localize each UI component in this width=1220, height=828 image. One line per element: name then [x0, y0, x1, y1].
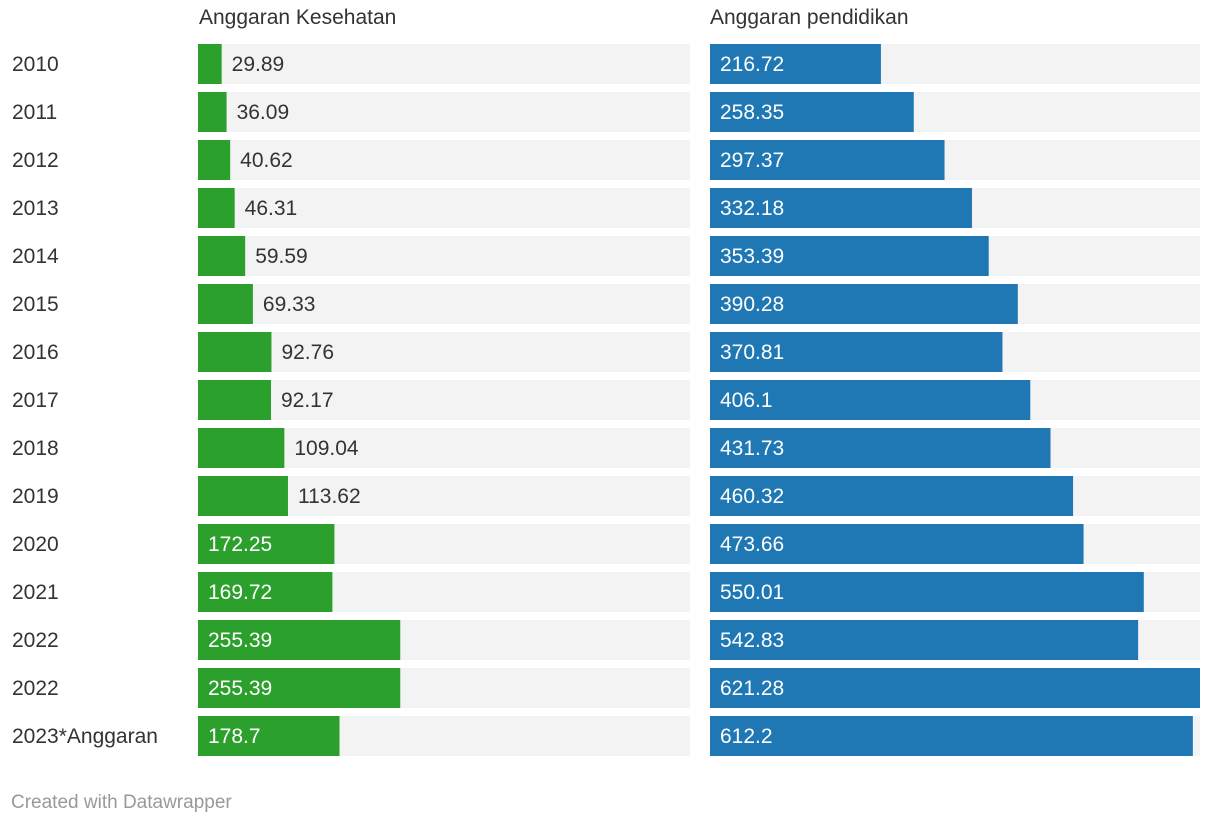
chart-plot: 2010 2011 2012 2013 2014 2015 2016 2017 2018 2019…: [12, 44, 1200, 756]
bar-education: [710, 620, 1139, 660]
bar-track: [198, 284, 690, 324]
bar-health: [198, 428, 285, 468]
bar-education: [710, 716, 1193, 756]
data-label-health: 113.62: [298, 485, 361, 508]
bar-education: [710, 428, 1051, 468]
bar-track: [198, 140, 690, 180]
category-label: 2016: [12, 341, 59, 364]
bar-health: [198, 188, 235, 228]
bar-education: [710, 332, 1003, 372]
bar-health: [198, 524, 335, 564]
category-label: 2015: [12, 293, 59, 316]
bar-health: [198, 716, 340, 756]
category-label: 2022: [12, 629, 59, 652]
data-label-health: 92.76: [281, 341, 334, 364]
column-title-education: Anggaran pendidikan: [710, 6, 909, 29]
bar-education: [710, 476, 1074, 516]
bar-track: [198, 44, 690, 84]
data-label-health: 36.09: [237, 101, 290, 124]
bar-education: [710, 140, 945, 180]
bar-education: [710, 668, 1200, 708]
category-label: 2021: [12, 581, 59, 604]
data-label-education: 431.73: [720, 437, 784, 460]
bar-health: [198, 92, 227, 132]
data-label-health: 172.25: [208, 533, 272, 556]
category-label: 2020: [12, 533, 59, 556]
data-label-education: 621.28: [720, 677, 784, 700]
data-label-education: 258.35: [720, 101, 784, 124]
data-label-education: 332.18: [720, 197, 784, 220]
data-label-health: 46.31: [245, 197, 298, 220]
bar-education: [710, 380, 1031, 420]
category-label: 2019: [12, 485, 59, 508]
category-label: 2023*Anggaran: [12, 725, 158, 748]
bar-track: [198, 188, 690, 228]
bar-health: [198, 236, 246, 276]
data-label-education: 390.28: [720, 293, 784, 316]
bar-education: [710, 92, 914, 132]
bar-health: [198, 620, 401, 660]
data-label-health: 255.39: [208, 677, 272, 700]
bar-health: [198, 140, 231, 180]
bar-track: [198, 236, 690, 276]
credit-text: Created with Datawrapper: [11, 792, 232, 813]
bar-track: [198, 332, 690, 372]
bar-health: [198, 668, 401, 708]
bar-education: [710, 524, 1084, 564]
data-label-health: 69.33: [263, 293, 316, 316]
category-label: 2017: [12, 389, 59, 412]
data-label-health: 29.89: [232, 53, 285, 76]
bar-health: [198, 284, 253, 324]
data-label-education: 542.83: [720, 629, 784, 652]
data-label-education: 370.81: [720, 341, 784, 364]
category-label: 2011: [12, 101, 57, 124]
data-label-education: 216.72: [720, 53, 784, 76]
data-label-education: 460.32: [720, 485, 784, 508]
data-label-education: 297.37: [720, 149, 784, 172]
category-label: 2018: [12, 437, 59, 460]
category-label: 2010: [12, 53, 59, 76]
category-label: 2014: [12, 245, 59, 268]
bar-education: [710, 284, 1018, 324]
data-label-education: 406.1: [720, 389, 773, 412]
category-label: 2022: [12, 677, 59, 700]
bar-education: [710, 44, 881, 84]
data-label-education: 353.39: [720, 245, 784, 268]
data-label-health: 109.04: [294, 437, 359, 460]
data-label-education: 612.2: [720, 725, 773, 748]
data-label-health: 178.7: [208, 725, 261, 748]
data-label-health: 169.72: [208, 581, 272, 604]
bar-health: [198, 476, 288, 516]
bar-track: [198, 380, 690, 420]
data-label-education: 550.01: [720, 581, 784, 604]
bar-education: [710, 572, 1144, 612]
column-title-health: Anggaran Kesehatan: [199, 6, 397, 29]
data-label-education: 473.66: [720, 533, 784, 556]
bar-education: [710, 188, 972, 228]
data-label-health: 40.62: [240, 149, 293, 172]
bar-education: [710, 236, 989, 276]
data-label-health: 59.59: [255, 245, 308, 268]
data-label-health: 255.39: [208, 629, 272, 652]
bar-track: [198, 92, 690, 132]
data-label-health: 92.17: [281, 389, 334, 412]
bar-health: [198, 332, 272, 372]
bar-health: [198, 380, 271, 420]
bar-health: [198, 572, 333, 612]
bar-health: [198, 44, 222, 84]
category-label: 2012: [12, 149, 59, 172]
category-label: 2013: [12, 197, 59, 220]
